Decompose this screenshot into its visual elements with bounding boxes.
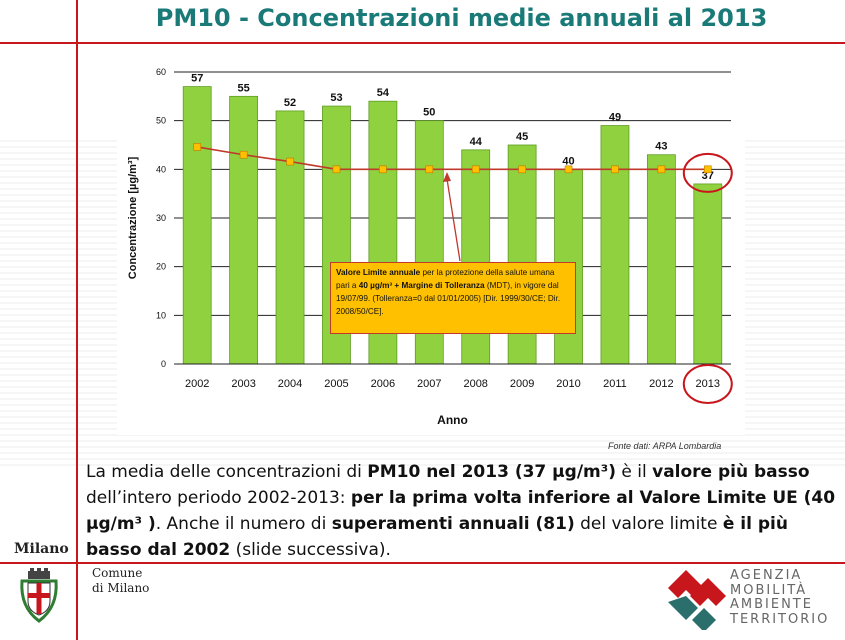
amat-line-3: AMBIENTE <box>730 597 813 612</box>
summary-text-3: dell’intero periodo 2002-2013: <box>86 488 351 508</box>
data-label: 43 <box>655 141 667 153</box>
x-axis-title: Anno <box>437 413 468 427</box>
y-tick-label: 40 <box>156 164 166 174</box>
summary-text-5: del valore limite <box>574 514 723 534</box>
limit-marker <box>518 165 526 174</box>
milano-crest-icon <box>20 568 58 623</box>
y-tick-label: 10 <box>156 310 166 320</box>
summary-text-2: è il <box>615 462 653 482</box>
bar <box>693 183 723 365</box>
callout-text-1: per la protezione della salute umana par… <box>336 268 555 290</box>
y-tick-label: 0 <box>161 359 166 369</box>
amat-line-2: MOBILITÀ <box>730 582 808 598</box>
comune-line-2: di Milano <box>92 581 150 595</box>
data-label: 57 <box>191 73 203 85</box>
bar <box>600 125 630 365</box>
bar <box>275 110 305 365</box>
y-axis-title: Concentrazione [µg/m³] <box>127 156 139 279</box>
bar <box>646 154 676 365</box>
data-label: 54 <box>377 87 390 99</box>
limit-marker <box>471 165 480 174</box>
data-label: 49 <box>609 112 621 124</box>
summary-bold-1: PM10 nel 2013 (37 µg/m³) <box>367 462 616 482</box>
highlight-circle-value <box>682 152 733 193</box>
amat-logo-icon <box>668 570 726 630</box>
x-tick-label: 2013 <box>696 378 720 390</box>
summary-bold-4: superamenti annuali (81) <box>331 514 575 534</box>
amat-agency-name: AGENZIA MOBILITÀ AMBIENTE TERRITORIO <box>730 568 830 627</box>
comune-line-1: Comune <box>92 566 143 580</box>
red-bottom-rule <box>0 562 845 564</box>
limit-marker <box>657 165 666 174</box>
x-tick-label: 2009 <box>510 378 534 390</box>
red-vertical-rule <box>76 0 78 640</box>
bar <box>182 86 212 365</box>
callout-text-2: (MDT), in vigore dal 19/07/99. (Tolleran… <box>336 281 561 316</box>
red-top-rule <box>0 42 845 44</box>
callout-arrow <box>446 178 461 262</box>
x-tick-label: 2003 <box>231 378 255 390</box>
chart-panel: 0 10 20 30 40 50 60 57 2002 55 2003 52 2004 53 2005 54 2… <box>117 50 745 435</box>
data-source: Fonte dati: ARPA Lombardia <box>608 441 722 451</box>
summary-text-4: . Anche il numero di <box>155 514 332 534</box>
data-label: 55 <box>238 82 250 94</box>
y-tick-label: 30 <box>156 213 166 223</box>
limit-marker <box>703 165 712 174</box>
callout-arrowhead <box>443 172 451 182</box>
slide-title: PM10 - Concentrazioni medie annuali al 2… <box>155 4 768 32</box>
x-tick-label: 2007 <box>417 378 441 390</box>
data-label: 45 <box>516 131 528 143</box>
summary-text-1: La media delle concentrazioni di <box>86 462 368 482</box>
limit-marker <box>286 157 294 166</box>
y-tick-label: 60 <box>156 67 166 77</box>
highlight-circle-year <box>682 364 733 404</box>
summary-text-6: (slide successiva). <box>230 540 391 560</box>
x-tick-label: 2012 <box>649 378 673 390</box>
y-tick-label: 50 <box>156 116 166 126</box>
amat-line-4: TERRITORIO <box>730 611 830 627</box>
limit-marker <box>425 165 434 174</box>
x-tick-label: 2005 <box>324 378 348 390</box>
callout-bold-1: Valore Limite annuale <box>336 268 421 277</box>
limit-marker <box>611 165 619 174</box>
bar-chart: 0 10 20 30 40 50 60 57 2002 55 2003 52 2004 53 2005 54 2… <box>127 67 733 427</box>
callout-bold-2: 40 µg/m³ + Margine di Tolleranza <box>358 281 485 290</box>
bar <box>229 95 259 365</box>
limit-marker <box>564 165 573 174</box>
data-label: 52 <box>284 97 296 109</box>
data-label: 44 <box>470 136 483 148</box>
summary-bold-3: per la prima volta inferiore al Valore L… <box>86 488 836 534</box>
summary-bold-5: è il più basso dal 2002 <box>86 514 788 560</box>
limit-marker <box>239 150 248 159</box>
data-label: 50 <box>423 107 435 119</box>
x-tick-label: 2002 <box>185 378 209 390</box>
summary-bold-2: valore più basso <box>652 462 810 482</box>
x-tick-label: 2008 <box>463 378 487 390</box>
summary-paragraph: La media delle concentrazioni di PM10 ne… <box>86 459 836 563</box>
limit-marker <box>332 165 341 174</box>
data-label: 53 <box>330 92 342 104</box>
x-tick-label: 2006 <box>371 378 395 390</box>
x-tick-label: 2004 <box>278 378 302 390</box>
comune-di-milano: Comune di Milano <box>92 566 149 596</box>
limit-marker <box>193 143 202 151</box>
limit-line <box>197 146 708 171</box>
amat-line-1: AGENZIA <box>730 568 803 583</box>
x-tick-label: 2011 <box>603 378 627 390</box>
milano-label: Milano <box>14 541 69 557</box>
limit-marker <box>379 165 387 174</box>
y-tick-label: 20 <box>156 262 166 272</box>
limit-value-callout: Valore Limite annuale per la protezione … <box>330 262 576 334</box>
x-tick-label: 2010 <box>556 378 580 390</box>
data-label: 40 <box>562 155 574 167</box>
